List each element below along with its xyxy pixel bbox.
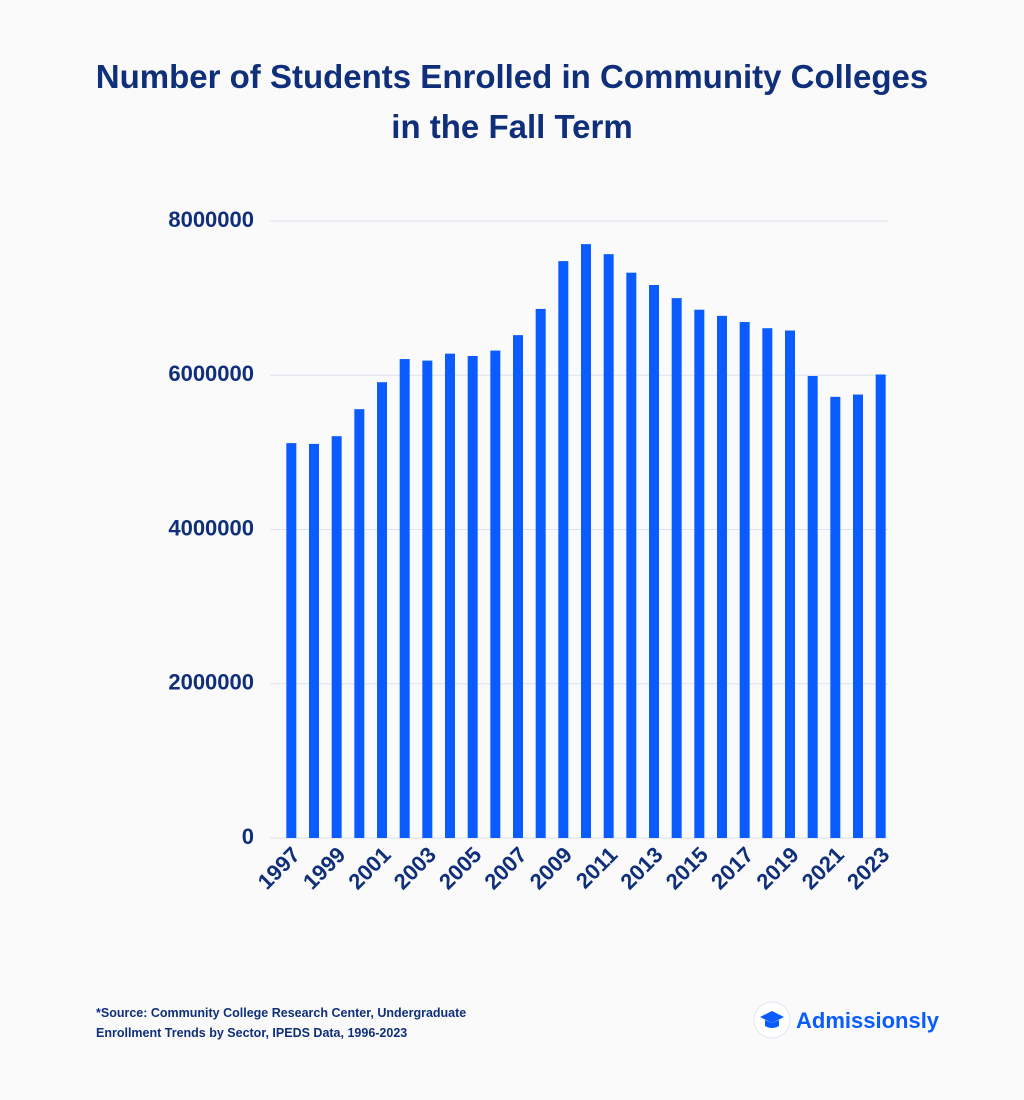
brand-name: Admissionsly (796, 1008, 940, 1033)
y-tick-label: 6000000 (168, 361, 254, 386)
x-tick-label: 2009 (525, 842, 577, 894)
bar (286, 443, 297, 838)
bar (762, 328, 773, 838)
y-tick-label: 4000000 (168, 515, 254, 540)
bar (717, 315, 727, 838)
bar (830, 396, 841, 838)
y-tick-label: 8000000 (168, 207, 254, 232)
chart-title: Number of Students Enrolled in Community… (95, 58, 929, 145)
bar (331, 436, 342, 838)
x-tick-label: 1999 (298, 842, 350, 894)
x-tick-label: 2003 (389, 842, 441, 894)
x-tick-label: 2011 (571, 842, 622, 893)
bar (785, 330, 795, 838)
x-tick-label: 2023 (842, 842, 894, 894)
bar (807, 376, 818, 838)
bar (422, 360, 433, 838)
source-note: *Source: Community College Research Cent… (96, 1006, 467, 1040)
bar (875, 374, 886, 838)
x-tick-label: 2017 (706, 842, 758, 894)
bar (649, 285, 659, 838)
x-tick-label: 2005 (434, 842, 486, 894)
bar (399, 359, 410, 838)
bar (490, 350, 501, 838)
x-tick-label: 2021 (797, 842, 849, 894)
bar (671, 298, 682, 838)
bar (535, 308, 546, 838)
bar (739, 322, 750, 838)
bar (626, 272, 637, 839)
bar (354, 409, 365, 838)
x-tick-label: 2015 (661, 842, 713, 894)
brand-logo (753, 1001, 791, 1039)
bar (581, 244, 591, 838)
bar (603, 254, 614, 838)
bar (377, 382, 387, 838)
bar (853, 394, 863, 838)
x-tick-label: 2013 (615, 842, 667, 894)
x-tick-label: 2001 (343, 842, 395, 894)
bar (513, 335, 523, 838)
x-tick-label: 2007 (479, 842, 531, 894)
bar (558, 261, 569, 839)
x-tick-label: 1997 (253, 842, 305, 894)
bar (445, 353, 455, 838)
x-tick-label: 2019 (751, 842, 803, 894)
y-tick-label: 0 (242, 824, 254, 849)
bar (467, 355, 478, 838)
bar (309, 443, 319, 838)
y-tick-label: 2000000 (168, 670, 254, 695)
bar (694, 309, 705, 839)
